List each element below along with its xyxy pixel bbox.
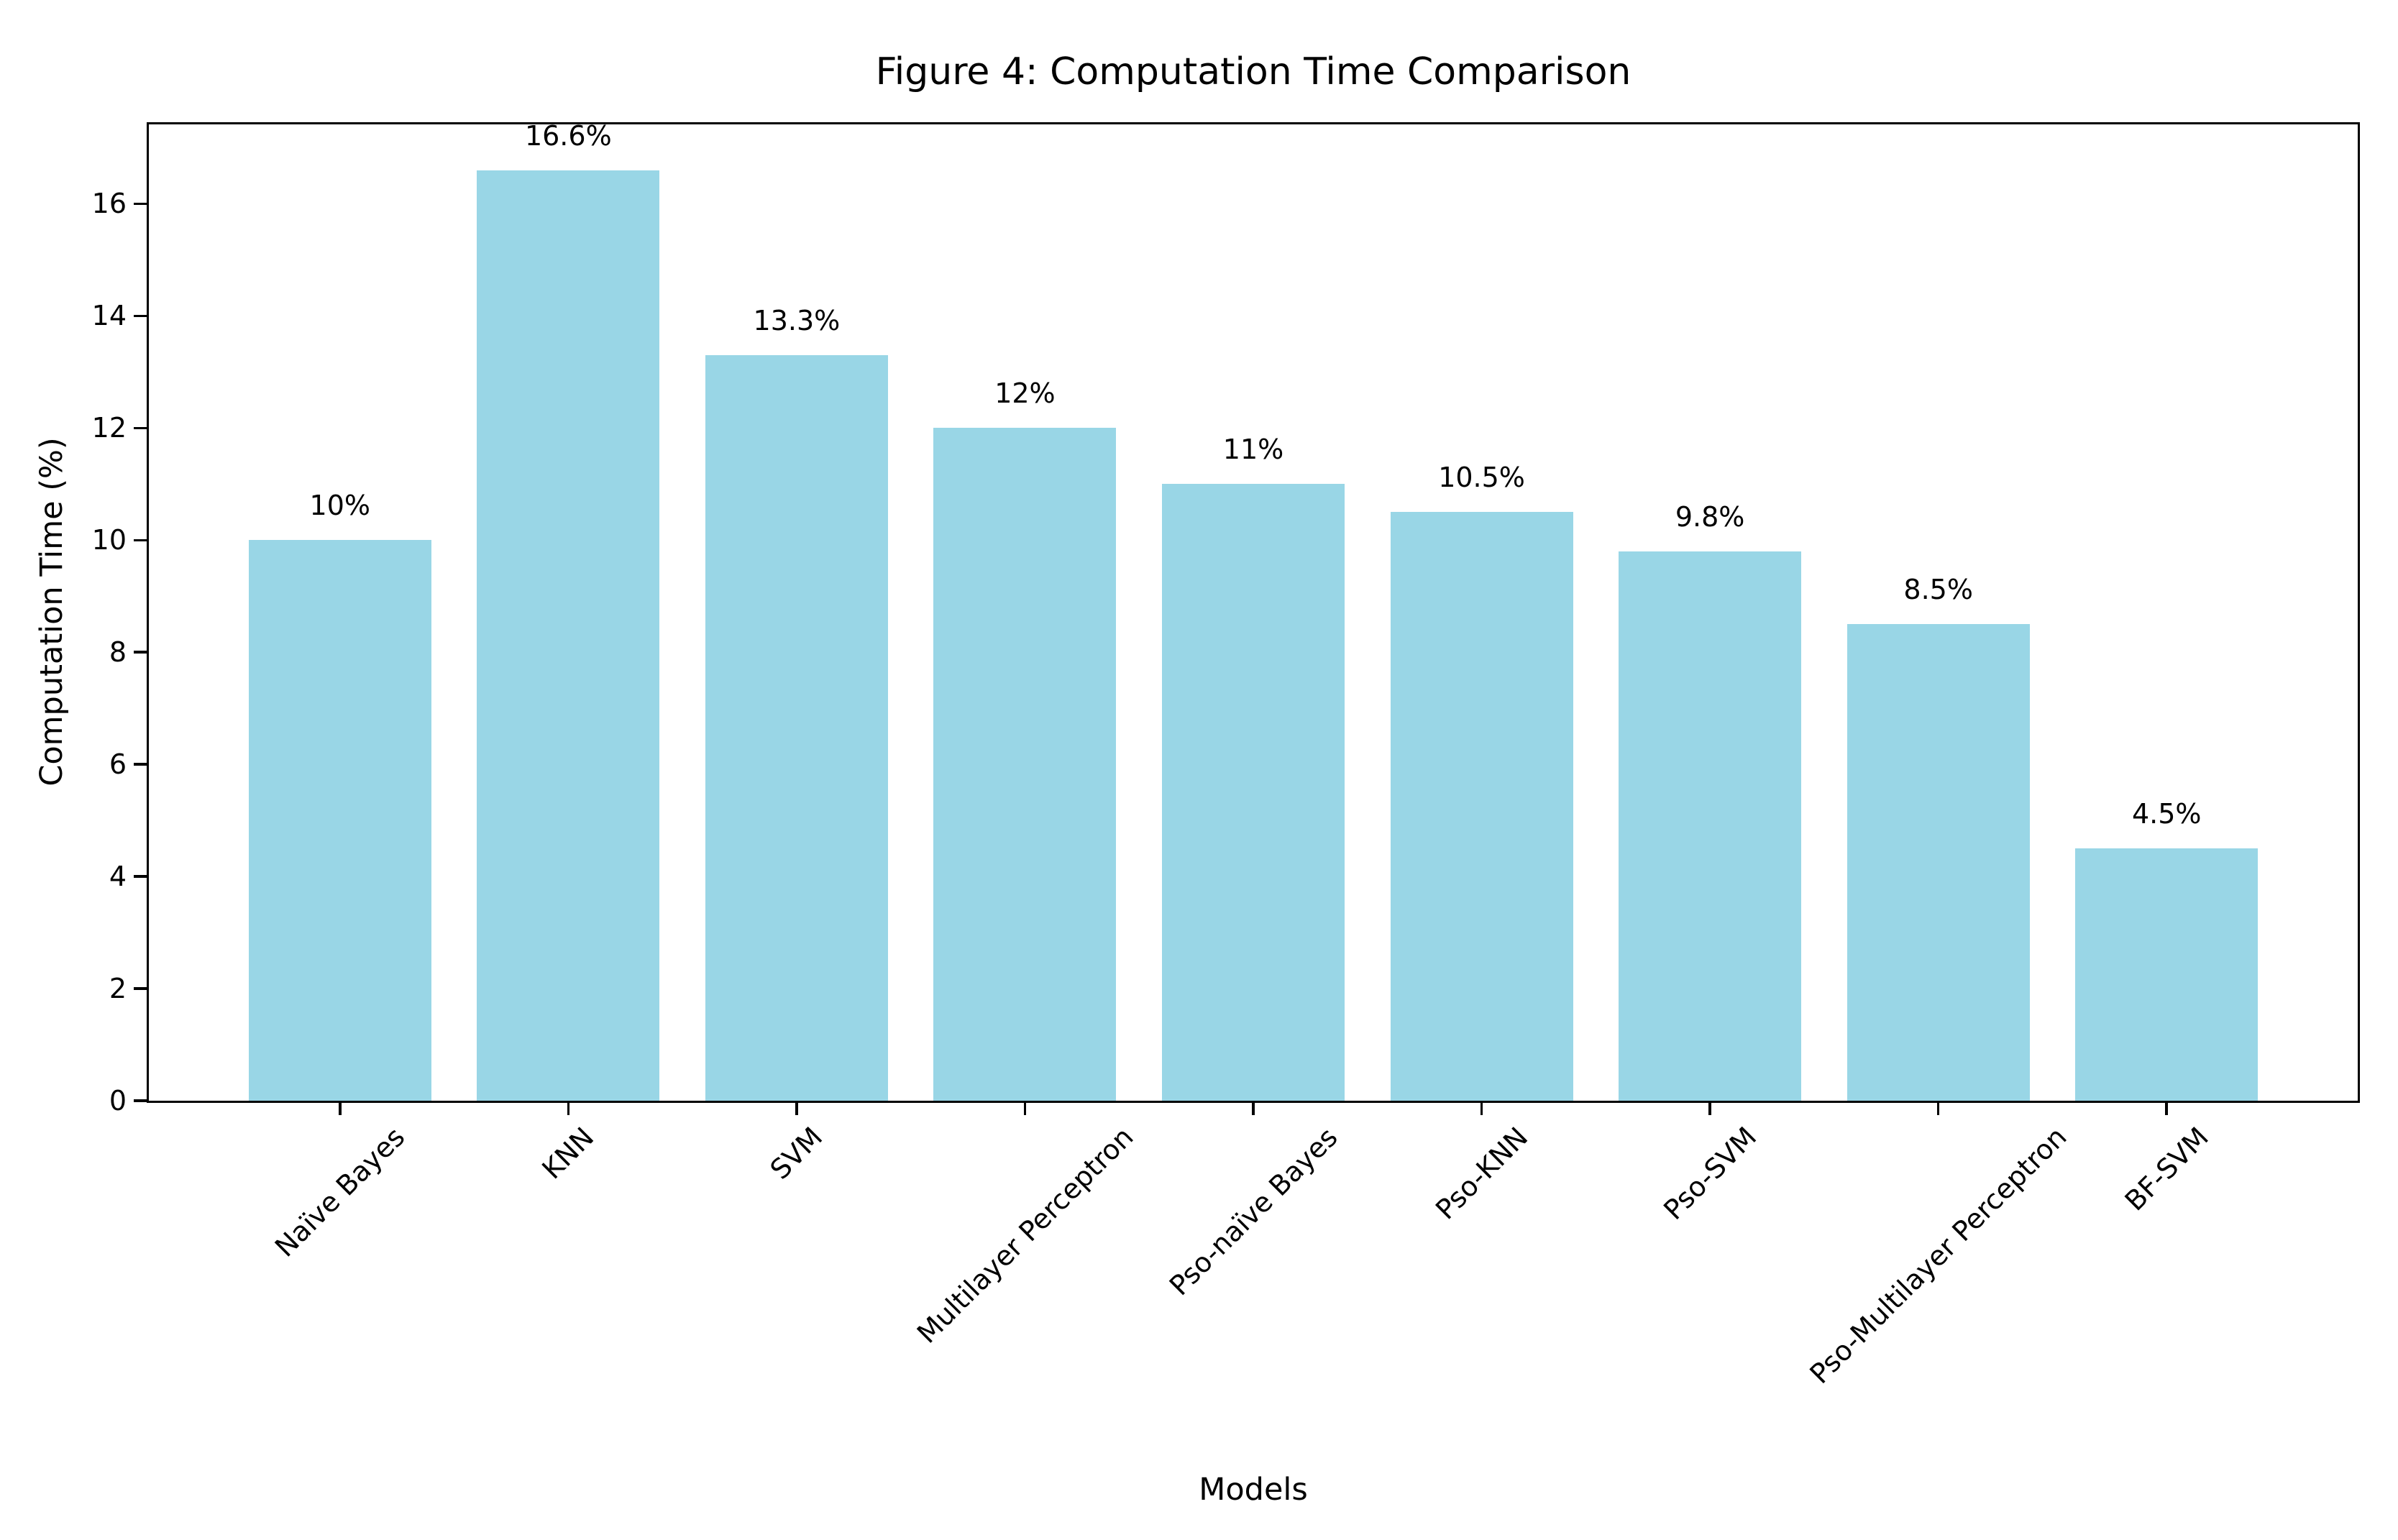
y-tick-label: 4	[109, 861, 127, 893]
y-tick-label: 16	[91, 188, 127, 220]
bar-value-label: 10%	[309, 490, 370, 522]
bar-value-label: 16.6%	[524, 119, 612, 152]
x-tick-label: SVM	[764, 1121, 829, 1186]
x-tick-label: Pso-SVM	[1657, 1121, 1762, 1227]
bar-value-label: 13.3%	[753, 305, 841, 336]
chart-title: Figure 4: Computation Time Comparison	[875, 50, 1632, 93]
bar	[705, 355, 888, 1101]
bar	[1619, 551, 1802, 1101]
x-tick-label: Naïve Bayes	[269, 1121, 411, 1263]
y-tick-label: 12	[91, 412, 127, 444]
bar	[477, 170, 660, 1101]
x-tick-label: Multilayer Perceptron	[910, 1120, 1140, 1349]
y-tick-label: 10	[91, 524, 127, 556]
bar-value-label: 12%	[994, 377, 1056, 410]
y-tick-mark	[134, 1099, 147, 1102]
bar-value-label: 8.5%	[1903, 574, 1973, 606]
y-tick-label: 6	[109, 748, 127, 781]
y-tick-mark	[134, 202, 147, 206]
bar	[1390, 512, 1573, 1101]
x-tick-mark	[795, 1102, 798, 1115]
bar	[2075, 848, 2259, 1101]
bar	[933, 428, 1117, 1101]
bar-value-label: 11%	[1222, 434, 1284, 466]
y-tick-mark	[134, 651, 147, 654]
y-tick-label: 14	[91, 300, 127, 332]
x-axis-title: Models	[1199, 1472, 1308, 1508]
x-tick-label: Pso-Multilayer Perceptron	[1803, 1121, 2073, 1390]
x-tick-mark	[1480, 1102, 1483, 1115]
x-tick-label: Pso-KNN	[1429, 1120, 1534, 1226]
y-tick-label: 8	[109, 636, 127, 669]
y-tick-mark	[134, 987, 147, 990]
bar-value-label: 10.5%	[1438, 462, 1525, 494]
x-tick-label: BF-SVM	[2118, 1121, 2215, 1217]
y-tick-mark	[134, 538, 147, 542]
x-tick-mark	[1023, 1102, 1027, 1115]
y-tick-mark	[134, 763, 147, 766]
x-tick-mark	[2165, 1102, 2168, 1115]
bar	[1161, 484, 1345, 1101]
x-tick-mark	[567, 1102, 570, 1115]
y-axis-title: Computation Time (%)	[34, 437, 70, 787]
x-tick-label: KNN	[536, 1121, 600, 1186]
y-tick-mark	[134, 426, 147, 430]
bar	[248, 540, 431, 1101]
x-tick-label: Pso-naïve Bayes	[1163, 1121, 1344, 1301]
x-tick-mark	[1708, 1102, 1711, 1115]
y-tick-mark	[134, 314, 147, 318]
x-tick-mark	[339, 1102, 342, 1115]
y-tick-mark	[134, 875, 147, 878]
y-tick-label: 0	[109, 1085, 127, 1117]
x-tick-mark	[1936, 1102, 1940, 1115]
bar	[1846, 624, 2030, 1101]
bar-value-label: 9.8%	[1675, 500, 1745, 533]
y-tick-label: 2	[109, 973, 127, 1005]
x-tick-mark	[1252, 1102, 1255, 1115]
bar-value-label: 4.5%	[2131, 798, 2202, 830]
